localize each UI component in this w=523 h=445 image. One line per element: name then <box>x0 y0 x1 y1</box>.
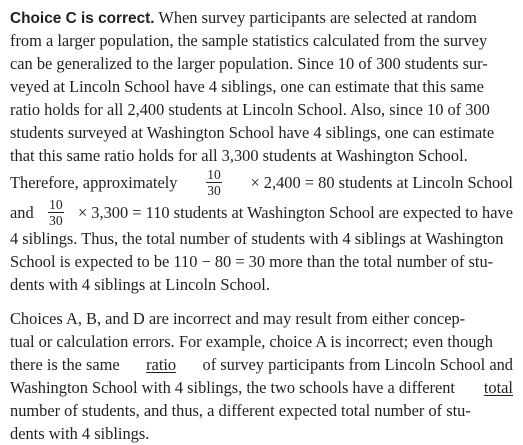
explanation-text: Choice C is correct. When survey partici… <box>10 6 513 445</box>
text-segment: and <box>10 202 34 222</box>
text-segment: School is expected to be 110 − 80 = 30 m… <box>10 252 494 271</box>
text-line: can be generalized to the larger populat… <box>10 52 513 75</box>
fraction: 10 30 <box>206 166 222 198</box>
text-line: there is the same ratio of survey partic… <box>10 353 513 376</box>
text-segment: dents with 4 siblings. <box>10 424 150 443</box>
underlined-word: ratio <box>146 355 177 374</box>
correct-choice-heading: Choice C is correct. <box>10 10 155 27</box>
text-segment: ratio holds for all 2,400 students at Li… <box>10 100 490 119</box>
text-line: tual or calculation errors. For example,… <box>10 330 513 353</box>
text-line: students surveyed at Washington School h… <box>10 121 513 144</box>
text-segment: there is the same <box>10 355 120 374</box>
fraction-denominator: 30 <box>49 212 63 228</box>
text-segment: Choice C is correct. When survey partici… <box>10 6 477 30</box>
text-line: number of students, and thus, a differen… <box>10 399 513 422</box>
fraction-denominator: 30 <box>207 182 221 198</box>
text-segment: students surveyed at Washington School h… <box>10 123 495 142</box>
text-segment: Washington School with 4 siblings, the t… <box>10 378 455 397</box>
fraction-numerator: 10 <box>206 166 222 183</box>
text-segment: × 3,300 = 110 students at Washington Sch… <box>77 202 513 222</box>
text-line: Washington School with 4 siblings, the t… <box>10 376 513 399</box>
text-line: Therefore, approximately 10 30 × 2,400 =… <box>10 167 513 197</box>
text-line: that this same ratio holds for all 3,300… <box>10 144 513 167</box>
text-segment: 4 siblings. Thus, the total number of st… <box>10 229 504 248</box>
text-segment: × 2,400 = 80 students at Lincoln School <box>250 172 513 192</box>
text-segment: can be generalized to the larger populat… <box>10 54 488 73</box>
paragraph-correct-answer: Choice C is correct. When survey partici… <box>10 6 513 296</box>
text-segment: number of students, and thus, a differen… <box>10 401 471 420</box>
text-line: 4 siblings. Thus, the total number of st… <box>10 227 513 250</box>
text-segment: that this same ratio holds for all 3,300… <box>10 146 468 165</box>
text-segment: Therefore, approximately <box>10 172 178 192</box>
paragraph-incorrect-answers: Choices A, B, and D are incorrect and ma… <box>10 307 513 445</box>
text-line: veyed at Lincoln School have 4 siblings,… <box>10 75 513 98</box>
fraction: 10 30 <box>48 196 64 228</box>
underlined-word: total <box>483 378 513 397</box>
fraction-numerator: 10 <box>48 196 64 213</box>
text-segment: When survey participants are selected at… <box>154 8 477 27</box>
text-line: Choice C is correct. When survey partici… <box>10 6 513 29</box>
text-line: Choices A, B, and D are incorrect and ma… <box>10 307 513 330</box>
text-segment: veyed at Lincoln School have 4 siblings,… <box>10 77 484 96</box>
text-line: dents with 4 siblings at Lincoln School. <box>10 273 513 296</box>
text-segment: of survey participants from Lincoln Scho… <box>202 355 513 374</box>
text-segment: dents with 4 siblings at Lincoln School. <box>10 275 270 294</box>
text-line: and 10 30 × 3,300 = 110 students at Wash… <box>10 197 513 227</box>
text-segment: tual or calculation errors. For example,… <box>10 332 493 351</box>
text-segment: from a larger population, the sample sta… <box>10 31 488 50</box>
text-line: from a larger population, the sample sta… <box>10 29 513 52</box>
text-line: dents with 4 siblings. <box>10 422 513 445</box>
text-segment: Choices A, B, and D are incorrect and ma… <box>10 309 466 328</box>
text-line: School is expected to be 110 − 80 = 30 m… <box>10 250 513 273</box>
paragraph-gap <box>10 296 513 307</box>
text-line: ratio holds for all 2,400 students at Li… <box>10 98 513 121</box>
